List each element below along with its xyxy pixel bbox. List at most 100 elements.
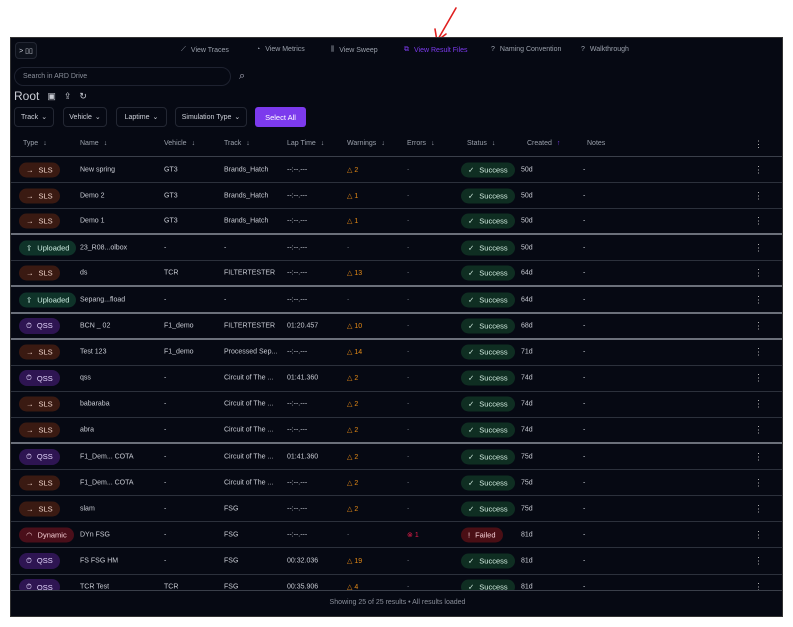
sort-arrow-icon[interactable]: ↓ [491, 140, 496, 147]
track-cell: Brands_Hatch [224, 217, 269, 225]
vehicle-filter[interactable]: Vehicle ⌄ [63, 107, 107, 127]
sort-arrow-icon[interactable]: ↓ [381, 140, 385, 147]
row-menu-icon[interactable]: ⋮ [754, 555, 763, 566]
search-input[interactable]: Search in ARD Drive [14, 67, 231, 86]
sort-arrow-icon[interactable]: ↓ [103, 140, 108, 147]
table-row[interactable]: → SLS Demo 2 GT3 Brands_Hatch --:--.--- △… [11, 183, 782, 210]
upload-icon[interactable]: ⇪ [63, 90, 72, 101]
table-row[interactable]: → SLS abra - Circuit of The ... --:--.---… [11, 418, 782, 445]
row-menu-icon[interactable]: ⋮ [754, 267, 763, 278]
nav-walkthrough[interactable]: ? Walkthrough [581, 46, 629, 53]
sort-arrow-icon[interactable]: ↓ [246, 140, 250, 147]
row-menu-icon[interactable]: ⋮ [754, 320, 763, 331]
row-menu-icon[interactable]: ⋮ [754, 346, 763, 357]
notes-cell: - [583, 374, 586, 382]
simulation-type-filter[interactable]: Simulation Type ⌄ [175, 107, 247, 127]
table-row[interactable]: → SLS F1_Dem... COTA - Circuit of The ...… [11, 470, 782, 497]
row-menu-icon[interactable]: ⋮ [754, 190, 763, 201]
row-menu-icon[interactable]: ⋮ [754, 242, 763, 253]
row-menu-icon[interactable]: ⋮ [754, 581, 763, 590]
column-label: Lap Time [287, 140, 316, 147]
lap-time-cell: --:--.--- [287, 217, 308, 225]
select-all-button[interactable]: Select All [255, 107, 306, 127]
type-label: QSS [36, 556, 53, 566]
row-menu-icon[interactable]: ⋮ [754, 477, 763, 488]
column-header-track[interactable]: Track ↓ [224, 140, 250, 147]
table-row[interactable]: → SLS Test 123 F1_demo Processed Sep... -… [11, 340, 782, 366]
row-menu-icon[interactable]: ⋮ [754, 294, 763, 305]
table-row[interactable]: ⏱ QSS F1_Dem... COTA - Circuit of The ...… [11, 444, 782, 471]
line-chart-icon: ⟋ [181, 46, 186, 53]
sort-arrow-icon[interactable]: ↓ [191, 140, 196, 147]
nav-view-traces[interactable]: ⟋ View Traces [181, 46, 229, 54]
track-filter[interactable]: Track ⌄ [14, 107, 54, 127]
type-badge: → SLS [19, 265, 60, 281]
row-menu-icon[interactable]: ⋮ [754, 215, 763, 226]
table-row[interactable]: ⏱ QSS BCN _ 02 F1_demo FILTERTESTER 01:20… [11, 314, 782, 340]
track-cell: FSG [224, 505, 239, 513]
row-menu-icon[interactable]: ⋮ [754, 164, 763, 175]
row-menu-icon[interactable]: ⋮ [754, 372, 763, 383]
check-circle-icon: ✓ [468, 478, 475, 488]
table-row[interactable]: → SLS New spring GT3 Brands_Hatch --:--.-… [11, 157, 782, 184]
column-header-name[interactable]: Name ↓ [80, 140, 107, 147]
column-header-vehicle[interactable]: Vehicle ↓ [164, 140, 195, 147]
row-menu-icon[interactable]: ⋮ [754, 451, 763, 462]
sort-arrow-icon[interactable]: ↓ [431, 140, 435, 147]
stopwatch-icon: ⏱ [26, 451, 32, 461]
row-menu-icon[interactable]: ⋮ [754, 424, 763, 435]
new-folder-icon[interactable]: ▣ [47, 90, 56, 101]
column-header-type[interactable]: Type ↓ [23, 140, 47, 147]
alert-circle-icon: ! [468, 530, 471, 540]
row-menu-icon[interactable]: ⋮ [754, 398, 763, 409]
table-row[interactable]: → SLS ds TCR FILTERTESTER --:--.--- △ 13 … [11, 261, 782, 288]
type-badge: ⏱ QSS [19, 552, 60, 569]
row-menu-icon[interactable]: ⋮ [754, 529, 763, 540]
results-table: → SLS New spring GT3 Brands_Hatch --:--.-… [11, 157, 782, 590]
column-label: Type [23, 140, 39, 147]
nav-view-sweep[interactable]: ⫼ View Sweep [331, 46, 378, 54]
sidebar-toggle-button[interactable]: > ▯▯ [15, 42, 37, 59]
table-row[interactable]: → SLS babaraba - Circuit of The ... --:--… [11, 392, 782, 418]
table-row[interactable]: ⏱ QSS qss - Circuit of The ... 01:41.360 … [11, 366, 782, 392]
nav-naming-convention[interactable]: ? Naming Convention [491, 46, 561, 53]
column-header-lap-time[interactable]: Lap Time ↓ [287, 140, 324, 147]
table-row[interactable]: ⇪ Uploaded Sepang...fload - - --:--.--- -… [11, 287, 782, 314]
sort-arrow-icon[interactable]: ↓ [320, 140, 325, 147]
status-label: Success [479, 191, 508, 201]
table-row[interactable]: ⇪ Uploaded 23_R08...olbox - - --:--.--- -… [11, 235, 782, 262]
nav-view-result-files[interactable]: ⧉ View Result Files [404, 46, 468, 54]
column-menu-icon[interactable]: ⋮ [754, 139, 763, 149]
lap-time-cell: 00:32.036 [287, 557, 319, 565]
table-row[interactable]: → SLS Demo 1 GT3 Brands_Hatch --:--.--- △… [11, 209, 782, 236]
nav-view-metrics[interactable]: ◔ View Metrics [256, 46, 305, 53]
sort-arrow-icon[interactable]: ↑ [556, 140, 561, 147]
notes-cell: - [583, 557, 586, 565]
row-menu-icon[interactable]: ⋮ [754, 503, 763, 514]
sort-arrow-icon[interactable]: ↓ [43, 140, 47, 147]
column-header-status[interactable]: Status ↓ [467, 140, 495, 147]
column-label: Name [80, 140, 99, 147]
warning-triangle-icon: △ [347, 166, 355, 174]
name-cell: abra [80, 426, 95, 434]
column-header-warnings[interactable]: Warnings ↓ [347, 140, 385, 147]
column-header-notes[interactable]: Notes [587, 140, 610, 147]
table-row[interactable]: ⏱ QSS TCR Test TCR FSG 00:35.906 △ 4 - ✓ S… [11, 575, 782, 590]
table-row[interactable]: ⏱ QSS FS FSG HM - FSG 00:32.036 △ 19 - ✓ S… [11, 548, 782, 575]
table-row[interactable]: ◠ Dynamic DYn FSG - FSG --:--.--- - ⊗ 1 !… [11, 522, 782, 549]
check-circle-icon: ✓ [468, 243, 475, 253]
laptime-filter[interactable]: Laptime ⌄ [116, 107, 167, 127]
search-icon[interactable]: ⌕ [239, 70, 246, 82]
column-header-errors[interactable]: Errors ↓ [407, 140, 435, 147]
status-badge: ✓ Success [461, 265, 515, 281]
created-cell: 50d [521, 166, 533, 174]
track-cell: FSG [224, 531, 239, 539]
check-circle-icon: ✓ [468, 347, 475, 357]
created-cell: 64d [521, 269, 533, 277]
refresh-icon[interactable]: ↻ [79, 90, 87, 101]
type-badge: ⏱ QSS [19, 448, 60, 465]
table-row[interactable]: → SLS slam - FSG --:--.--- △ 2 - ✓ Success… [11, 496, 782, 523]
breadcrumb-root[interactable]: Root [14, 89, 40, 103]
errors-cell: - [407, 296, 409, 303]
column-header-created[interactable]: Created ↑ [527, 140, 560, 147]
